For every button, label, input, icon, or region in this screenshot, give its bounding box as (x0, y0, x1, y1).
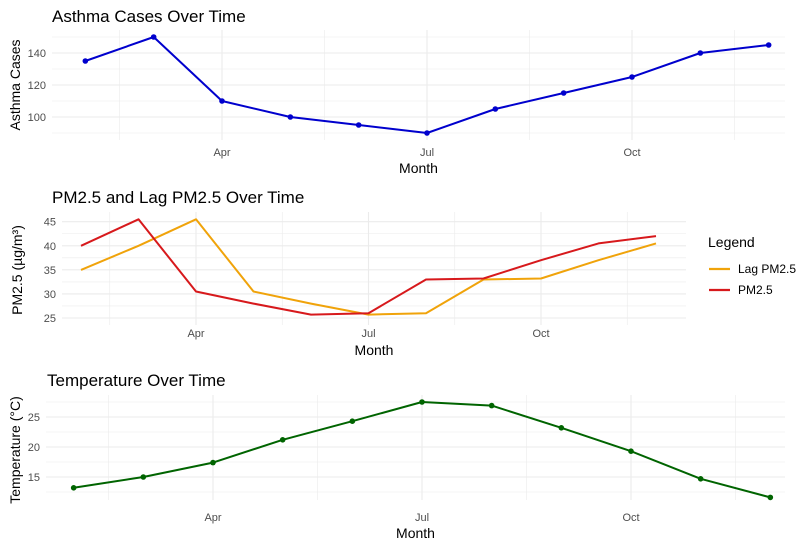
y-axis-label: Asthma Cases (7, 39, 23, 130)
data-point (419, 399, 425, 405)
data-point (767, 494, 774, 501)
data-point (424, 130, 430, 136)
y-tick-label: 40 (44, 241, 56, 253)
legend-label: PM2.5 (738, 283, 773, 297)
x-tick-label: Apr (204, 512, 221, 524)
data-point (287, 114, 294, 120)
panel-2: 25 30 35 40 45 Apr Jul Oct PM2.5 and Lag PM2.5 O… (9, 188, 796, 358)
y-tick-label: 25 (28, 412, 40, 424)
data-point (219, 98, 225, 104)
data-point (355, 122, 362, 128)
chart-title: PM2.5 and Lag PM2.5 Over Time (52, 188, 304, 207)
data-point (82, 58, 89, 64)
data-point (70, 485, 77, 491)
y-tick-label: 30 (44, 289, 56, 301)
data-point (560, 90, 567, 96)
y-tick-label: 100 (28, 112, 46, 124)
legend-title: Legend (708, 234, 755, 250)
y-tick-label: 45 (44, 217, 56, 229)
chart-title: Temperature Over Time (47, 371, 226, 390)
x-tick-label: Apr (187, 328, 204, 340)
x-tick-label: Apr (213, 147, 230, 159)
data-point (628, 448, 634, 455)
data-point (210, 459, 216, 466)
x-tick-label: Oct (623, 147, 640, 159)
y-tick-label: 35 (44, 265, 56, 277)
x-tick-label: Jul (420, 147, 434, 159)
data-point (349, 418, 356, 425)
data-point (492, 106, 499, 112)
data-point (140, 474, 147, 480)
x-axis-label: Month (399, 160, 438, 176)
chart-title: Asthma Cases Over Time (52, 7, 246, 26)
x-axis-label: Month (355, 342, 394, 358)
data-point (697, 476, 704, 482)
data-point (488, 402, 495, 409)
y-tick-label: 120 (28, 80, 46, 92)
panel-3: 15 20 25 Apr Jul Oct Temperature Over Time Mont… (7, 371, 785, 541)
data-point (558, 425, 565, 431)
y-tick-label: 15 (28, 472, 40, 484)
y-tick-label: 25 (44, 313, 56, 325)
y-tick-label: 20 (28, 442, 40, 454)
legend: Legend Lag PM2.5 PM2.5 (708, 234, 796, 297)
data-point (765, 42, 772, 48)
series-line-pm2-5 (80, 218, 657, 316)
panel-1: 100 120 140 Apr Jul Oct Asthma Cases Over Time… (7, 7, 785, 176)
series-line-lag-pm2-5 (80, 218, 657, 316)
x-tick-label: Oct (532, 328, 549, 340)
y-tick-label: 140 (28, 48, 46, 60)
legend-label: Lag PM2.5 (738, 262, 796, 276)
x-tick-label: Oct (622, 512, 639, 524)
data-point (279, 437, 286, 443)
data-point (697, 50, 704, 56)
y-axis-label: Temperature (°C) (7, 396, 23, 504)
x-tick-label: Jul (415, 512, 429, 524)
data-point (150, 34, 157, 40)
x-axis-label: Month (396, 525, 435, 541)
y-axis-label: PM2.5 (µg/m³) (9, 225, 25, 315)
x-tick-label: Jul (361, 328, 375, 340)
data-point (629, 74, 635, 80)
